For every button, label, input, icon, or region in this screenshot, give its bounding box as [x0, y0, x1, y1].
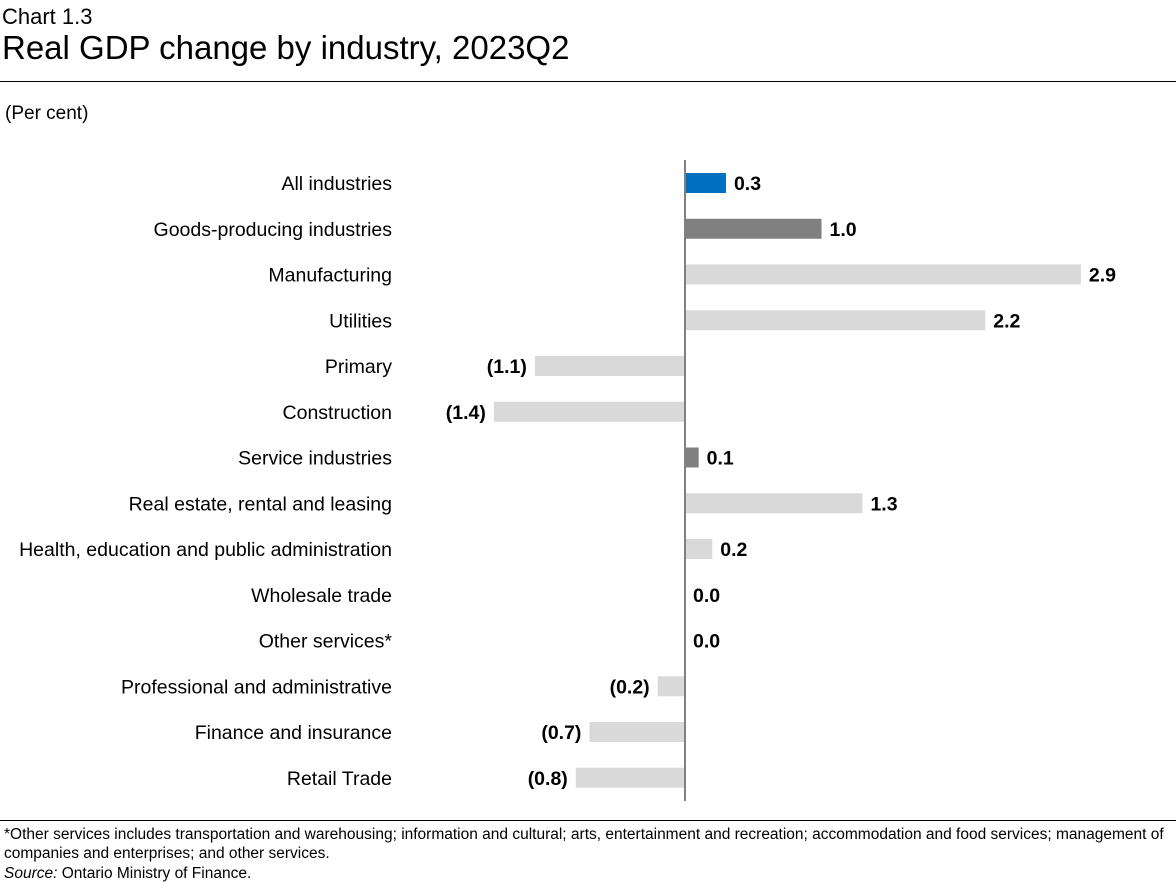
category-label: All industries — [281, 173, 392, 195]
bar-detail — [685, 264, 1081, 285]
category-label: Utilities — [329, 310, 392, 332]
category-label: Other services* — [259, 631, 393, 653]
bar-chart: All industries 0.3 Goods-producing industr… — [19, 160, 1116, 801]
category-label: Construction — [283, 402, 392, 424]
bar-detail — [493, 401, 685, 422]
chart-title: Real GDP change by industry, 2023Q2 — [2, 29, 570, 66]
bar-detail — [589, 722, 685, 742]
data-label: 0.3 — [734, 173, 761, 195]
data-label: (1.4) — [446, 402, 486, 424]
bar-detail — [657, 676, 685, 697]
data-label: (0.2) — [610, 676, 650, 698]
bar-detail — [685, 310, 986, 331]
bar-total — [685, 173, 726, 193]
footer-divider — [0, 820, 1176, 821]
source-label: Source: — [4, 865, 58, 882]
category-label: Real estate, rental and leasing — [129, 493, 392, 515]
data-label: 2.2 — [993, 310, 1020, 332]
category-label: Goods-producing industries — [154, 219, 393, 241]
category-label: Professional and administrative — [121, 676, 392, 698]
data-label: 1.3 — [870, 493, 897, 515]
data-label: 1.0 — [830, 219, 857, 241]
bar-aggregate — [685, 218, 822, 239]
bar-detail — [534, 356, 685, 376]
data-label: 0.2 — [720, 539, 747, 561]
data-label: (0.8) — [528, 768, 568, 790]
bar-aggregate — [685, 447, 699, 468]
data-label: 0.1 — [707, 448, 734, 470]
data-label: (1.1) — [487, 356, 527, 378]
category-label: Retail Trade — [287, 768, 392, 790]
bar-detail — [685, 539, 713, 559]
category-label: Wholesale trade — [251, 585, 392, 607]
data-label: (0.7) — [541, 722, 581, 744]
data-label: 2.9 — [1089, 265, 1116, 287]
bar-detail — [575, 767, 685, 788]
source-line: Source: Ontario Ministry of Finance. — [4, 864, 251, 883]
bar-detail — [685, 493, 863, 514]
data-label: 0.0 — [693, 585, 720, 607]
category-label: Finance and insurance — [195, 722, 392, 744]
category-label: Health, education and public administrat… — [19, 539, 392, 561]
category-label: Manufacturing — [268, 265, 392, 287]
chart-number: Chart 1.3 — [2, 4, 93, 29]
source-text: Ontario Ministry of Finance. — [61, 865, 252, 882]
title-divider — [0, 81, 1176, 82]
data-label: 0.0 — [693, 631, 720, 653]
unit-label: (Per cent) — [5, 103, 89, 124]
category-label: Service industries — [238, 448, 392, 470]
category-label: Primary — [325, 356, 392, 378]
footnote: *Other services includes transportation … — [4, 826, 1164, 862]
